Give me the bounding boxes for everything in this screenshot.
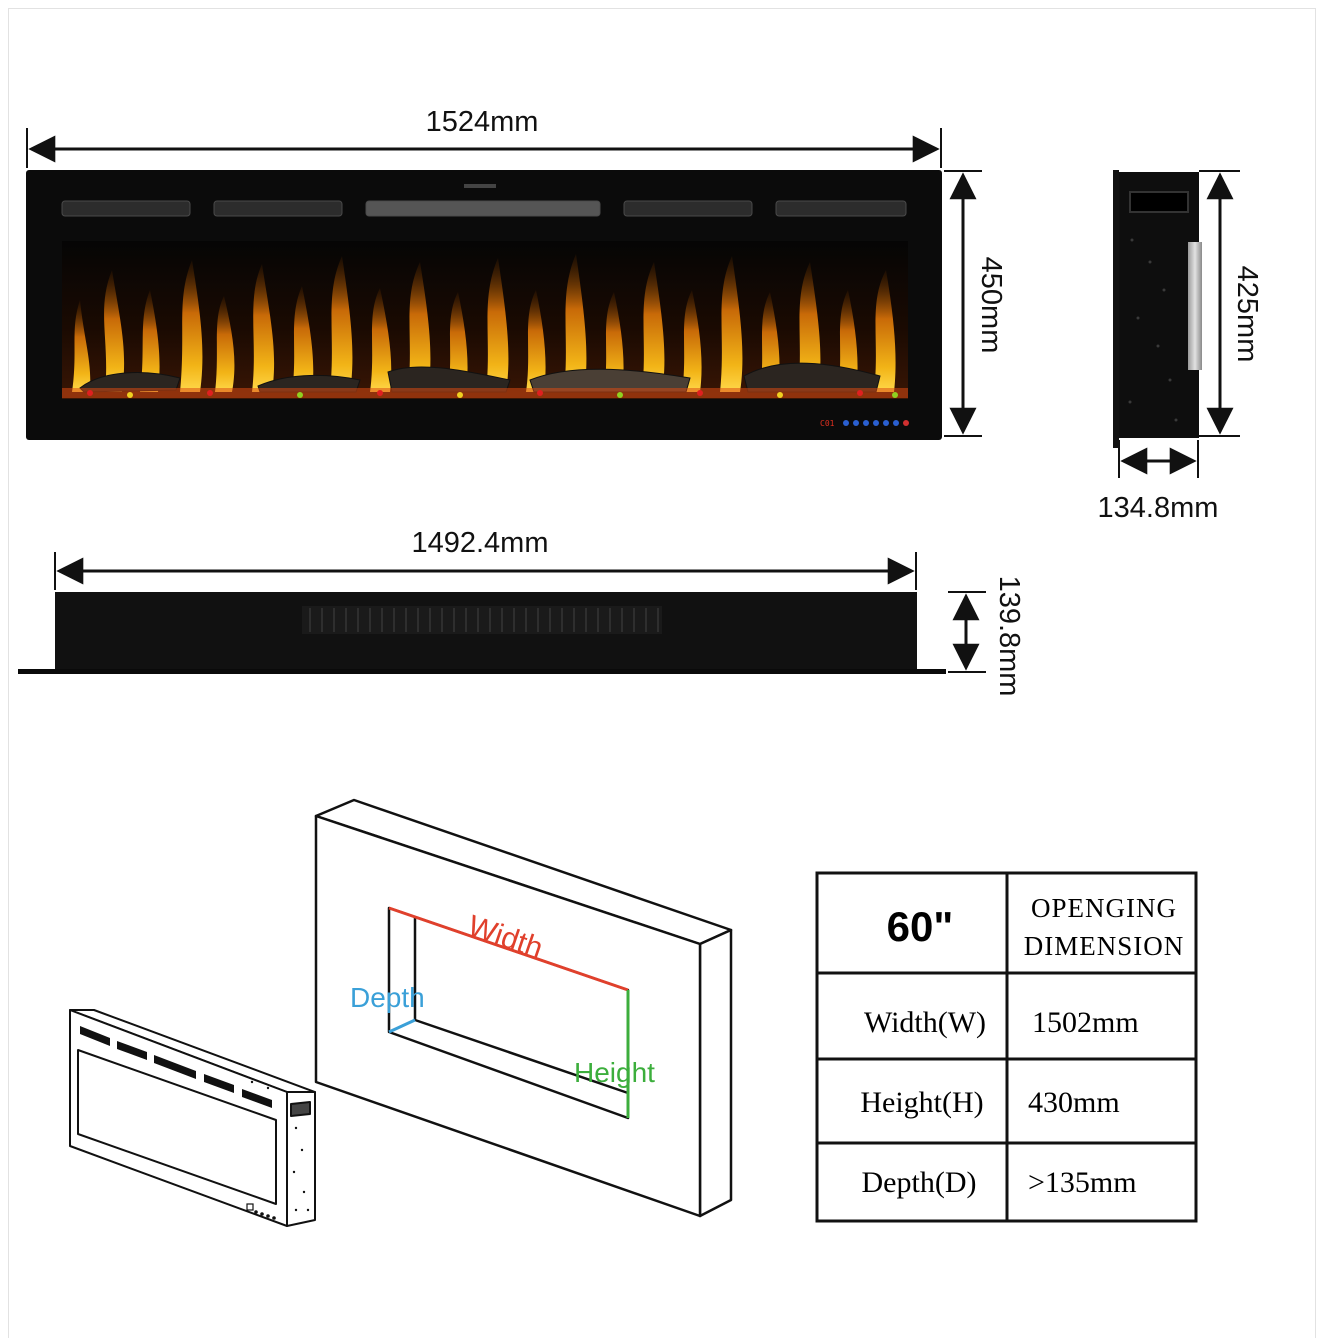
opening-height-label: Height bbox=[574, 1057, 655, 1088]
front-width-label: 1524mm bbox=[426, 106, 539, 138]
side-view: 425mm 134.8mm bbox=[1098, 170, 1263, 524]
table-row-value: >135mm bbox=[1028, 1166, 1137, 1199]
fireplace-sketch bbox=[69, 1009, 316, 1227]
control-display: C01 bbox=[820, 419, 835, 428]
top-depth-label: 139.8mm bbox=[993, 576, 1025, 697]
table-header-line2: DIMENSION bbox=[1024, 931, 1185, 961]
opening-depth-edge bbox=[388, 1018, 416, 1034]
front-height-label: 450mm bbox=[975, 257, 1007, 354]
table-size: 60" bbox=[887, 903, 954, 950]
table-row-value: 430mm bbox=[1028, 1086, 1120, 1119]
opening-depth-label: Depth bbox=[350, 982, 425, 1013]
flames bbox=[72, 254, 896, 392]
mounting-bracket bbox=[1188, 242, 1202, 370]
table-row-label: Width(W) bbox=[864, 1006, 986, 1039]
top-view: 1492.4mm 139.8mm bbox=[18, 527, 1025, 696]
opening-dimension-table: 60" OPENGING DIMENSION Width(W) 1502mm H… bbox=[815, 871, 1198, 1223]
ember-bed bbox=[62, 388, 908, 398]
table-header-line1: OPENGING bbox=[1031, 893, 1177, 923]
front-view: 1524mm bbox=[26, 106, 1007, 440]
image-frame bbox=[8, 8, 1316, 1338]
sketch-vents bbox=[80, 1026, 272, 1108]
table-row-label: Depth(D) bbox=[862, 1166, 977, 1199]
opening-width-edge bbox=[388, 906, 629, 992]
sketch-dots bbox=[250, 1080, 310, 1220]
logs bbox=[79, 362, 881, 393]
side-depth-label: 134.8mm bbox=[1098, 492, 1219, 524]
top-width-label: 1492.4mm bbox=[411, 527, 548, 559]
control-buttons bbox=[843, 420, 909, 426]
ember-dots bbox=[87, 390, 898, 398]
side-height-label: 425mm bbox=[1231, 266, 1263, 363]
table-row-label: Height(H) bbox=[860, 1086, 983, 1119]
top-flange bbox=[18, 669, 946, 674]
vent-grilles bbox=[61, 200, 907, 217]
side-body bbox=[1119, 172, 1199, 438]
table-row-value: 1502mm bbox=[1032, 1006, 1139, 1039]
opening-highlights bbox=[388, 906, 630, 1118]
